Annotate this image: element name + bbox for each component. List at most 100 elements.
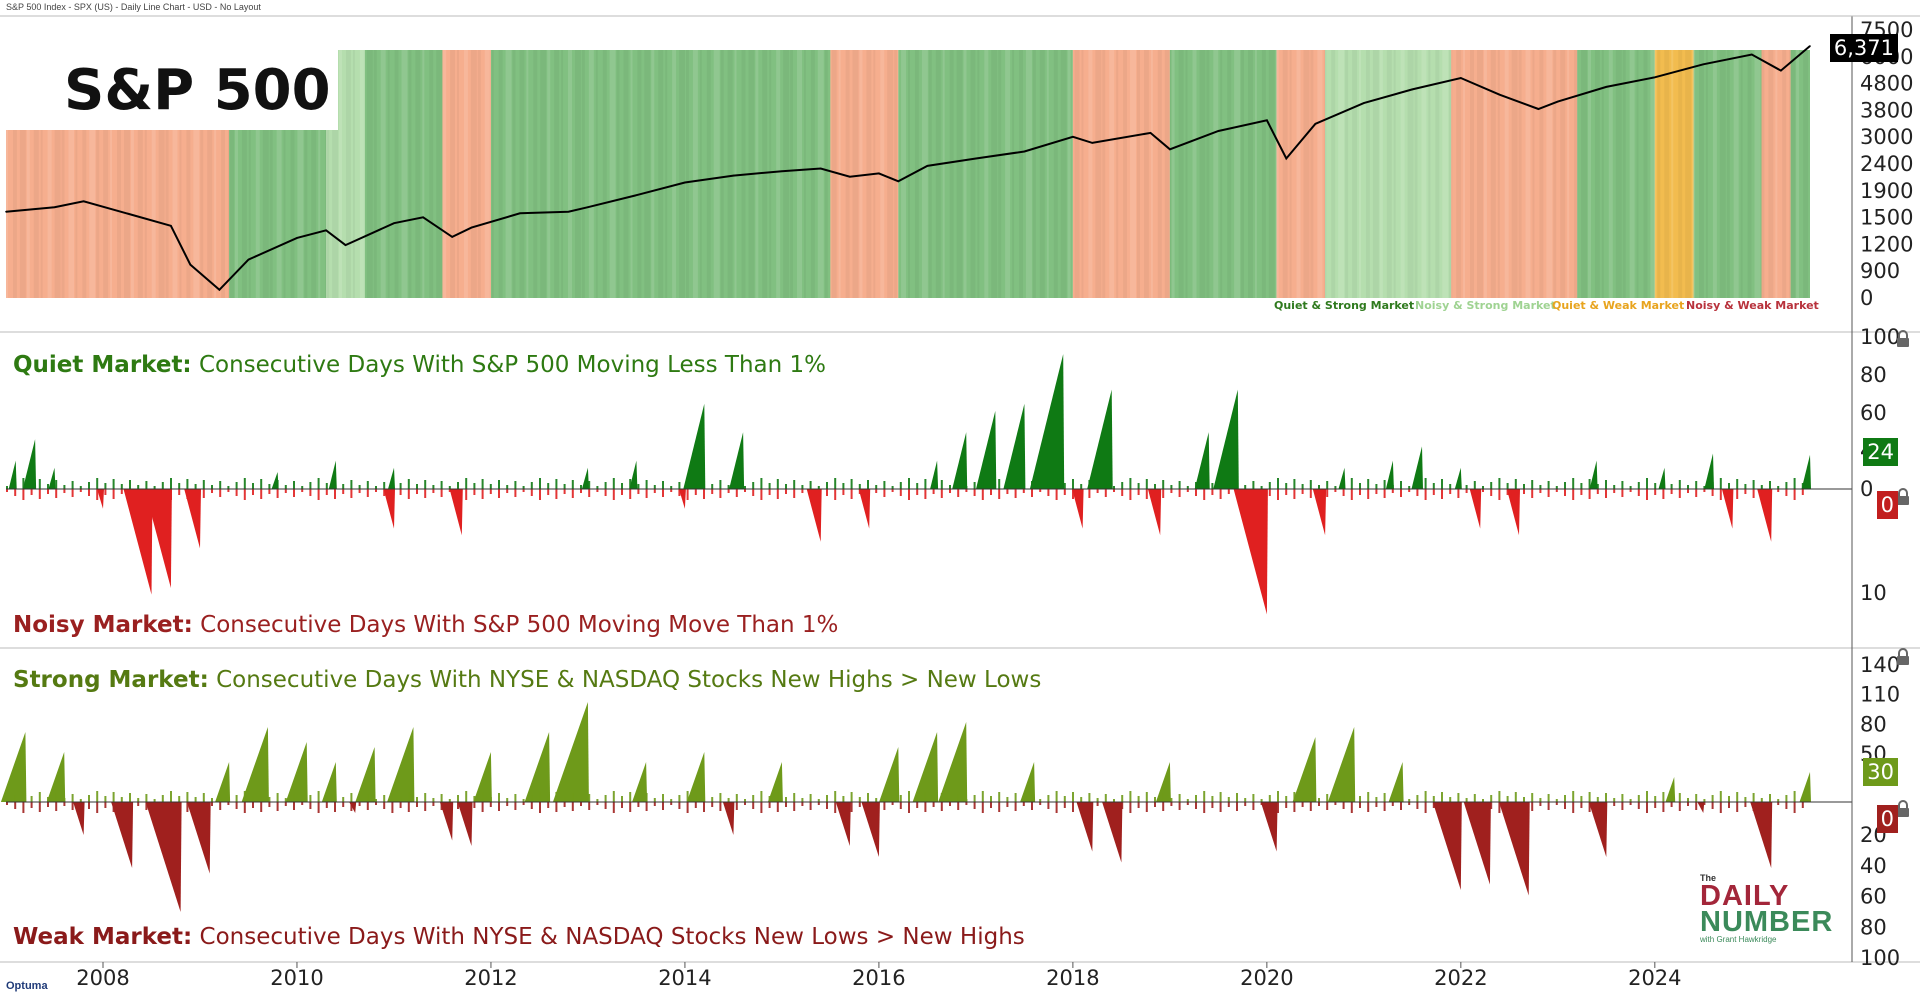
noisy-spike-tick: [1490, 489, 1493, 496]
regime-stripe: [1268, 50, 1275, 298]
weak-spike-tick: [768, 802, 771, 808]
strong-spike-tick: [981, 791, 984, 802]
strong-spike-tick: [621, 796, 623, 802]
noisy-spike-tick: [1252, 489, 1255, 497]
weak-spike-tick: [809, 802, 812, 810]
noisy-spike-tick: [801, 489, 804, 493]
regime-stripe: [803, 50, 806, 298]
price-point: [1702, 63, 1705, 66]
weak-spike-tick: [719, 802, 722, 811]
lock-body: [1897, 656, 1909, 665]
quiet-spike-tick: [908, 478, 910, 489]
quiet-spike: [1194, 432, 1210, 489]
quiet-spike-tick: [1441, 479, 1443, 489]
regime-stripe: [547, 50, 551, 298]
noisy-spike-tick: [514, 489, 517, 497]
strong-spike-tick: [514, 794, 517, 802]
noisy-spike-tick: [990, 489, 992, 495]
weak-spike-tick: [457, 802, 459, 809]
weak-spike-tick: [309, 802, 312, 809]
legend-quiet-strong: Quiet & Strong Market: [1274, 299, 1415, 312]
weak-spike: [1499, 802, 1530, 896]
strong-spike-tick: [1760, 798, 1763, 802]
quiet-spike-tick: [1678, 480, 1681, 489]
weak-spike-tick: [1170, 802, 1173, 806]
regime-stripe: [1178, 50, 1184, 298]
quiet-spike-tick: [1006, 484, 1009, 489]
quiet-spike-tick: [1728, 483, 1730, 489]
weak-spike-tick: [325, 802, 328, 808]
quiet-spike-tick: [826, 482, 828, 489]
noisy-spike-tick: [1039, 489, 1042, 492]
weak-spike-tick: [1490, 802, 1493, 809]
noisy-spike-tick: [571, 489, 574, 498]
weak-spike-tick: [1580, 802, 1583, 808]
weak-spike-tick: [1104, 802, 1107, 810]
weak-spike-tick: [202, 802, 205, 811]
strong-spike-tick: [539, 791, 541, 802]
weak-spike-tick: [1432, 802, 1435, 808]
weak-spike-tick: [1350, 802, 1353, 813]
weak-spike-tick: [1080, 802, 1083, 807]
strong-spike-tick: [1629, 799, 1632, 802]
regime-stripe: [963, 50, 967, 298]
quiet-spike-tick: [662, 481, 664, 489]
optuma-brand: Optuma: [6, 980, 48, 992]
weak-spike-tick: [867, 802, 869, 811]
weak-spike-tick: [760, 802, 763, 813]
strong-spike-tick: [96, 791, 99, 802]
noisy-spike-tick: [293, 489, 295, 497]
regime-stripe: [769, 50, 772, 298]
noisy-spike-tick: [645, 489, 648, 498]
quiet-spike-tick: [63, 485, 66, 489]
regime-stripe: [1664, 50, 1670, 298]
noisy-spike: [123, 489, 153, 595]
noisy-spike-tick: [383, 489, 386, 496]
quiet-spike-tick: [342, 484, 345, 489]
noisy-spike-tick: [1564, 489, 1566, 496]
regime-stripe: [311, 50, 317, 298]
quiet-spike-tick: [194, 484, 197, 489]
strong-spike: [285, 742, 308, 802]
regime-band: [1276, 50, 1326, 298]
noisy-spike-tick: [1022, 489, 1025, 493]
noisy-spike-tick: [1383, 489, 1386, 498]
noisy-spike-tick: [1219, 489, 1222, 499]
regime-stripe: [179, 50, 182, 298]
quiet-spike-tick: [1063, 483, 1066, 489]
regime-stripe: [40, 50, 43, 298]
regime-stripe: [422, 50, 425, 298]
weak-spike-tick: [489, 802, 492, 807]
regime-stripe: [1657, 50, 1661, 298]
price-point: [1217, 130, 1220, 132]
weak-spike-tick: [22, 802, 25, 813]
regime-stripe: [713, 50, 720, 298]
quiet-spike-tick: [260, 479, 263, 489]
strong-spike-tick: [1539, 798, 1542, 802]
weak-spike-tick: [1621, 802, 1624, 810]
price-point: [635, 194, 638, 196]
noisy-spike-tick: [1236, 489, 1238, 498]
quiet-spike: [1704, 453, 1714, 489]
regime-stripe: [1331, 50, 1336, 298]
regime-stripe: [1712, 50, 1717, 298]
quiet-spike-tick: [1293, 479, 1296, 489]
quiet-spike-tick: [858, 484, 861, 489]
noisy-spike-tick: [276, 489, 279, 498]
strong-spike-tick: [1564, 795, 1566, 802]
noisy-spike-tick: [1170, 489, 1173, 493]
strong-spike-tick: [30, 796, 33, 802]
strong-spike-tick: [645, 793, 648, 802]
weak-spike-tick: [703, 802, 705, 812]
noisy-spike-tick: [268, 489, 271, 494]
strong-spike-tick: [1301, 797, 1304, 802]
regime-stripe: [1490, 50, 1496, 298]
quiet-spike-tick: [1170, 485, 1173, 489]
weak-spike-tick: [899, 802, 902, 809]
weak-spike-tick: [1129, 802, 1132, 813]
weak-spike-tick: [161, 802, 164, 809]
regime-stripe: [762, 50, 768, 298]
strong-spike: [321, 762, 337, 802]
chart-title: S&P 500: [64, 58, 331, 123]
strong-spike-tick: [1687, 798, 1689, 802]
